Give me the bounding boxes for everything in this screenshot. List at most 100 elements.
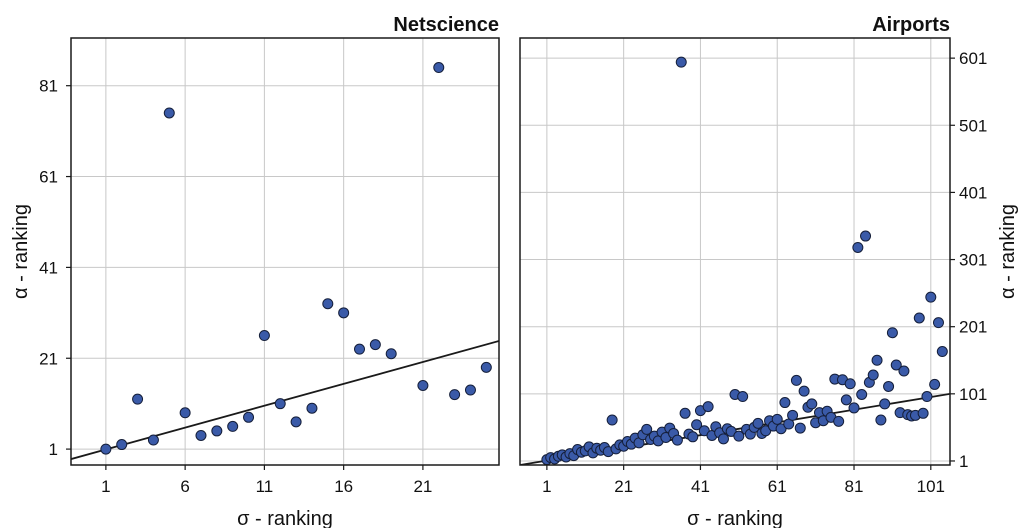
chart-0-xtick-label-2: 11 [256,477,274,496]
chart-1-xtick-label-4: 81 [845,477,864,496]
chart-1-point-55 [752,417,764,429]
chart-1-point-67 [798,385,810,397]
chart-0-xtick-label-0: 1 [101,477,110,496]
chart-1-point-69 [806,398,818,410]
chart-1-xtick-label-5: 101 [917,477,945,496]
chart-1-point-101 [929,378,941,390]
chart-1-point-82 [856,389,868,401]
chart-1-point-39 [691,419,703,431]
chart-1-point-62 [779,397,791,409]
chart-0-point-23 [480,361,492,373]
chart-1-xlabel: σ - ranking [687,508,783,528]
chart-1-point-99 [921,391,933,403]
chart-1-point-100 [925,291,937,303]
chart-1-frame [519,37,951,466]
chart-1-point-60 [771,413,783,425]
chart-1-ytick-label-5: 501 [959,116,987,135]
chart-1-point-38 [687,431,699,443]
chart-1-title: Airports [872,14,950,36]
chart-1-ytick-label-2: 201 [959,318,987,337]
chart-0-point-18 [385,348,397,360]
chart-1-point-76 [833,415,845,427]
chart-1-ytick-label-0: 1 [959,452,968,471]
chart-0-title: Netscience [393,14,499,36]
chart-0-ytick-label-4: 81 [39,77,58,96]
chart-0-xlabel: σ - ranking [237,508,333,528]
chart-0-frame [70,37,500,466]
chart-1-point-97 [913,312,925,324]
chart-1-point-89 [883,380,895,392]
chart-1-point-66 [794,422,806,434]
chart-1-xtick-label-1: 21 [614,477,633,496]
chart-0-ytick-label-2: 41 [39,258,58,277]
chart-1-point-93 [898,365,910,377]
chart-1-point-98 [917,407,929,419]
chart-1-point-80 [848,402,860,414]
chart-0-ytick-label-1: 21 [39,349,58,368]
chart-1-ytick-label-1: 101 [959,385,987,404]
chart-0-ytick-label-3: 61 [39,168,58,187]
chart-0-point-7 [211,425,223,437]
chart-1-point-26 [641,423,653,435]
chart-1-point-46 [717,433,729,445]
chart-0-point-14 [322,298,334,310]
panel-airports: 1 21 41 61 81 101 1 101 201 301 401 501 601 σ - ranki… [519,14,1019,528]
chart-0-point-21 [449,389,461,401]
chart-1-point-79 [844,378,856,390]
chart-0-point-22 [464,384,476,396]
chart-1-point-102 [932,317,944,329]
chart-0-point-17 [369,339,381,351]
chart-0-point-20 [433,62,445,74]
chart-1-ytick-label-4: 401 [959,183,987,202]
chart-1-point-103 [936,346,948,358]
chart-1-point-87 [875,414,887,426]
chart-1-point-83 [860,230,872,242]
chart-1-point-64 [787,409,799,421]
chart-1-point-65 [790,374,802,386]
chart-0-point-4 [163,107,175,119]
chart-1-point-81 [852,241,864,253]
chart-1-xtick-label-0: 1 [542,477,551,496]
chart-1-xtick-label-2: 41 [691,477,710,496]
chart-1-point-88 [879,398,891,410]
chart-0-xtick-label-4: 21 [413,477,432,496]
chart-0-point-0 [100,443,112,455]
chart-0-ytick-label-0: 1 [49,440,58,459]
chart-1-point-51 [737,391,749,403]
chart-0-point-19 [417,380,429,392]
chart-1-ytick-label-3: 301 [959,251,987,270]
chart-0-xtick-label-3: 16 [334,477,353,496]
chart-1-point-86 [871,354,883,366]
chart-1-ylabel: α - ranking [997,204,1019,299]
chart-1-point-85 [867,369,879,381]
chart-1-point-90 [886,327,898,339]
chart-0-point-8 [227,420,239,432]
chart-0-point-1 [116,439,128,451]
chart-0-point-2 [132,393,144,405]
chart-0-point-16 [354,343,366,355]
chart-0-point-5 [179,407,191,419]
chart-0-point-6 [195,429,207,441]
chart-1-point-78 [840,394,852,406]
chart-0-point-3 [147,434,159,446]
chart-1-xtick-label-3: 61 [768,477,787,496]
chart-1-point-17 [606,414,618,426]
chart-1-ytick-label-6: 601 [959,49,987,68]
chart-0-fit-line [71,340,499,460]
chart-1-point-91 [890,359,902,371]
chart-0-point-13 [306,402,318,414]
chart-0-point-15 [338,307,350,319]
chart-0-point-12 [290,416,302,428]
chart-1-point-35 [675,56,687,68]
chart-0-point-10 [258,330,270,342]
chart-1-point-50 [733,430,745,442]
chart-0-xtick-label-1: 6 [180,477,189,496]
chart-1-point-34 [671,434,683,446]
chart-0-ylabel: α - ranking [10,204,32,299]
chart-1-point-42 [702,401,714,413]
chart-1-point-36 [679,407,691,419]
chart-0-point-9 [243,411,255,423]
chart-0-point-11 [274,398,286,410]
